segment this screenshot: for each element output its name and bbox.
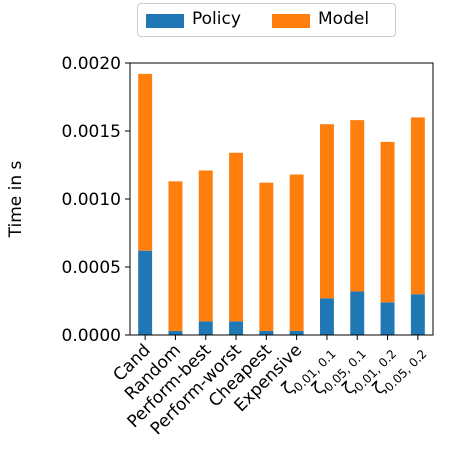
legend: Policy Model [137,3,396,37]
bar-policy-2 [198,321,213,335]
y-tick-label-3: 0.0015 [62,122,121,142]
y-tick-label-1: 0.0005 [62,258,121,278]
bar-model-4 [259,182,274,331]
bar-model-0 [138,73,153,251]
y-tick-label-4: 0.0020 [62,54,121,74]
bar-model-2 [198,170,213,322]
bar-policy-5 [289,330,304,335]
bar-model-5 [289,174,304,331]
bar-policy-0 [138,250,153,335]
bar-policy-6 [319,298,334,335]
bar-policy-4 [259,330,274,335]
bar-model-7 [350,120,365,292]
bar-model-1 [168,181,183,331]
legend-label-model: Model [318,9,370,29]
legend-swatch-policy [146,14,184,28]
y-tick-label-0: 0.0000 [62,326,121,346]
bar-model-9 [410,117,425,295]
bar-model-6 [319,124,334,299]
legend-swatch-model [272,14,310,28]
bar-policy-9 [410,294,425,335]
bar-policy-1 [168,330,183,335]
y-axis-label: Time in s [6,160,26,238]
bar-policy-8 [380,302,395,335]
bar-policy-3 [229,321,244,335]
bar-model-8 [380,141,395,303]
legend-label-policy: Policy [192,9,241,29]
bar-model-3 [229,152,244,322]
y-tick-label-2: 0.0010 [62,190,121,210]
bar-policy-7 [350,291,365,335]
